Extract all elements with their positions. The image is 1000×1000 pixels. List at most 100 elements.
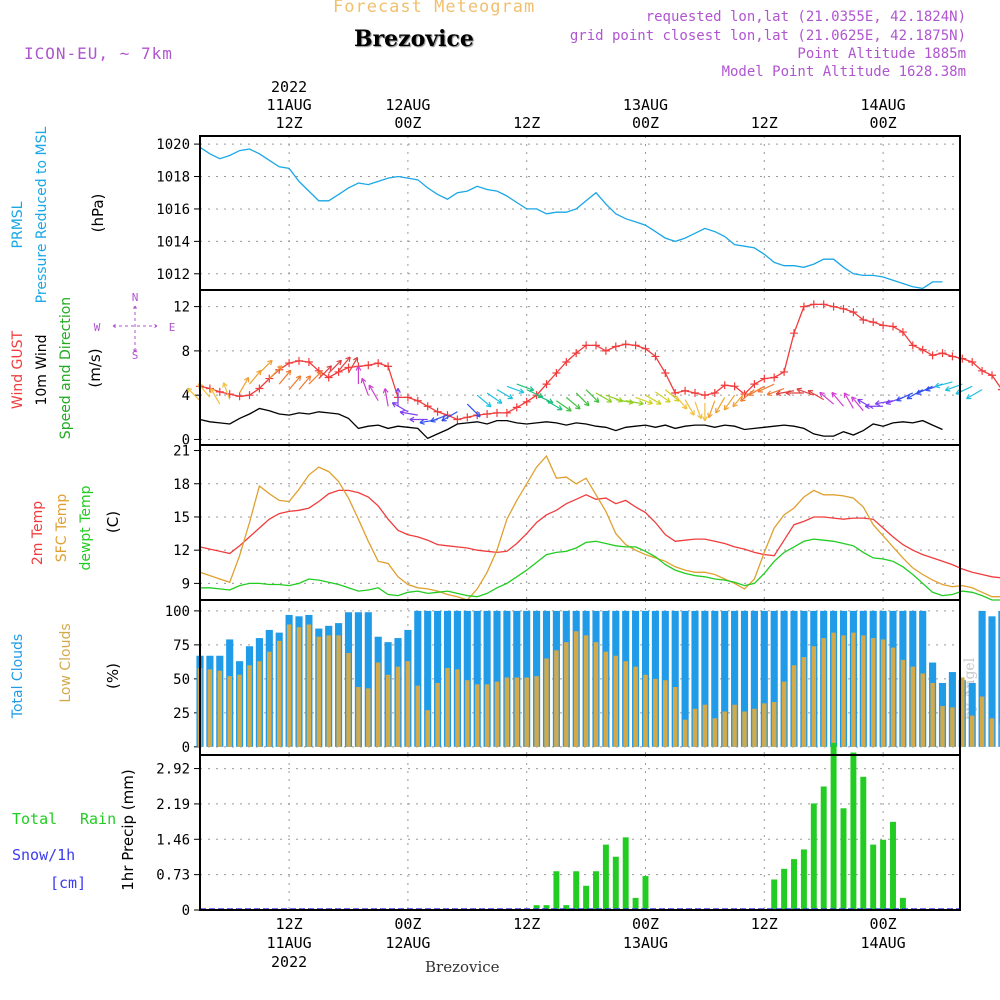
rain-bar	[860, 776, 867, 910]
total-cloud-bar	[721, 610, 729, 747]
low-cloud-bar	[276, 640, 282, 747]
low-cloud-bar	[732, 704, 737, 747]
low-cloud-bar	[969, 715, 975, 747]
low-cloud-bar	[564, 642, 569, 747]
rain-bar	[533, 905, 540, 910]
gust-marker	[908, 341, 917, 350]
low-cloud-bar	[484, 684, 490, 747]
wind-arrow	[476, 394, 492, 408]
wind-arrow-head	[583, 400, 590, 407]
wind-arrow-head	[336, 359, 343, 366]
rain-bar	[791, 859, 797, 910]
y-tick-label: 0	[182, 740, 190, 756]
gust-marker	[988, 371, 996, 380]
bottom-axis-label: 12Z	[276, 915, 303, 933]
rain-bar	[593, 871, 599, 910]
gust-marker	[790, 329, 798, 338]
wind-arrow	[906, 389, 924, 400]
y-tick-label: 21	[173, 444, 190, 460]
gust-marker	[770, 373, 779, 382]
wind-arrow-head	[638, 400, 644, 407]
cloud-unit: (%)	[104, 663, 122, 689]
rain-bar	[899, 897, 906, 910]
low-cloud-bar	[851, 632, 856, 747]
low-cloud-bar	[207, 669, 213, 747]
low-cloud-bar	[583, 635, 589, 747]
gust-marker	[691, 388, 699, 397]
wind-arrow	[392, 402, 409, 413]
gust-marker	[829, 302, 838, 311]
wind-arrow	[384, 388, 389, 407]
low-cloud-bar	[950, 707, 955, 747]
wind-arrow-head	[906, 394, 913, 400]
y-tick-label: 1012	[156, 267, 190, 283]
gust-marker	[483, 410, 492, 418]
wind-arrow-head	[566, 406, 572, 412]
wind-arrow	[843, 392, 854, 409]
wind-arrow	[466, 403, 481, 418]
requested-coords: requested lon,lat (21.0355E, 42.1824N)	[645, 9, 966, 25]
wind-arrow	[875, 400, 894, 405]
gust-marker	[384, 362, 393, 371]
wind-arrow-head	[697, 413, 703, 420]
gust-marker	[780, 367, 789, 376]
rain-label-1: Total	[12, 810, 57, 828]
panel-frame	[199, 289, 961, 446]
wind-unit: (m/s)	[86, 348, 104, 387]
wind-arrow-head	[399, 409, 406, 416]
y-tick-label: 50	[173, 672, 190, 688]
wind-arrow-head	[819, 391, 825, 398]
wind-arrow-head	[593, 397, 600, 403]
bottom-axis-label: 2022	[271, 953, 307, 971]
wind-arrow-head	[518, 388, 525, 394]
wind-arrow-head	[864, 403, 870, 410]
wind-arrow	[496, 389, 513, 400]
footer-location: Brezovice	[425, 958, 500, 976]
pressure-line	[199, 146, 943, 290]
wind-arrow-head	[430, 417, 436, 423]
gust-marker	[898, 328, 907, 337]
wind-arrow	[556, 400, 572, 412]
low-cloud-bar	[336, 635, 341, 747]
low-cloud-bar	[603, 651, 609, 747]
gust-marker	[522, 397, 531, 406]
low-cloud-bar	[762, 703, 767, 747]
gust-marker	[889, 322, 897, 331]
wind-arrow	[916, 385, 933, 395]
low-cloud-bar	[415, 685, 421, 747]
precip-unit: 1hr Precip (mm)	[119, 769, 137, 890]
wind-arrow	[278, 369, 292, 385]
wind-arrow-head	[475, 411, 481, 418]
wind-arrow-head	[316, 370, 323, 377]
low-cloud-bar	[900, 659, 906, 747]
gust-marker	[621, 340, 630, 349]
temp-unit: (C)	[104, 511, 122, 533]
total-cloud-bar	[671, 610, 679, 747]
bottom-axis-label: 00Z	[870, 915, 897, 933]
low-cloud-bar	[742, 711, 747, 747]
wind-arrow-head	[441, 416, 447, 422]
y-tick-label: 1014	[156, 234, 190, 250]
wind-arrow-head	[925, 386, 931, 392]
wind-arrow-head	[409, 416, 415, 423]
top-axis-label: 13AUG	[623, 96, 668, 114]
gust-marker	[997, 389, 1000, 391]
wind-arrow	[298, 375, 312, 391]
y-tick-label: 12	[173, 543, 190, 559]
wind-arrow-head	[656, 399, 662, 405]
low-cloud-bar	[504, 677, 510, 747]
wind-arrow	[635, 396, 653, 405]
snow-unit: [cm]	[50, 874, 86, 892]
gust-marker	[611, 342, 620, 351]
y-tick-label: 1.46	[156, 832, 190, 848]
wind-arrow	[258, 359, 273, 374]
total-cloud-bar	[998, 610, 1000, 747]
wind-arrow	[361, 378, 369, 396]
chart-title: Forecast Meteogram	[333, 0, 536, 17]
low-cloud-bar	[920, 673, 925, 747]
low-cloud-bar	[979, 696, 985, 747]
wind-arrow-head	[665, 397, 671, 403]
low-cloud-bar	[465, 680, 470, 747]
wind-arrow-head	[557, 405, 563, 411]
